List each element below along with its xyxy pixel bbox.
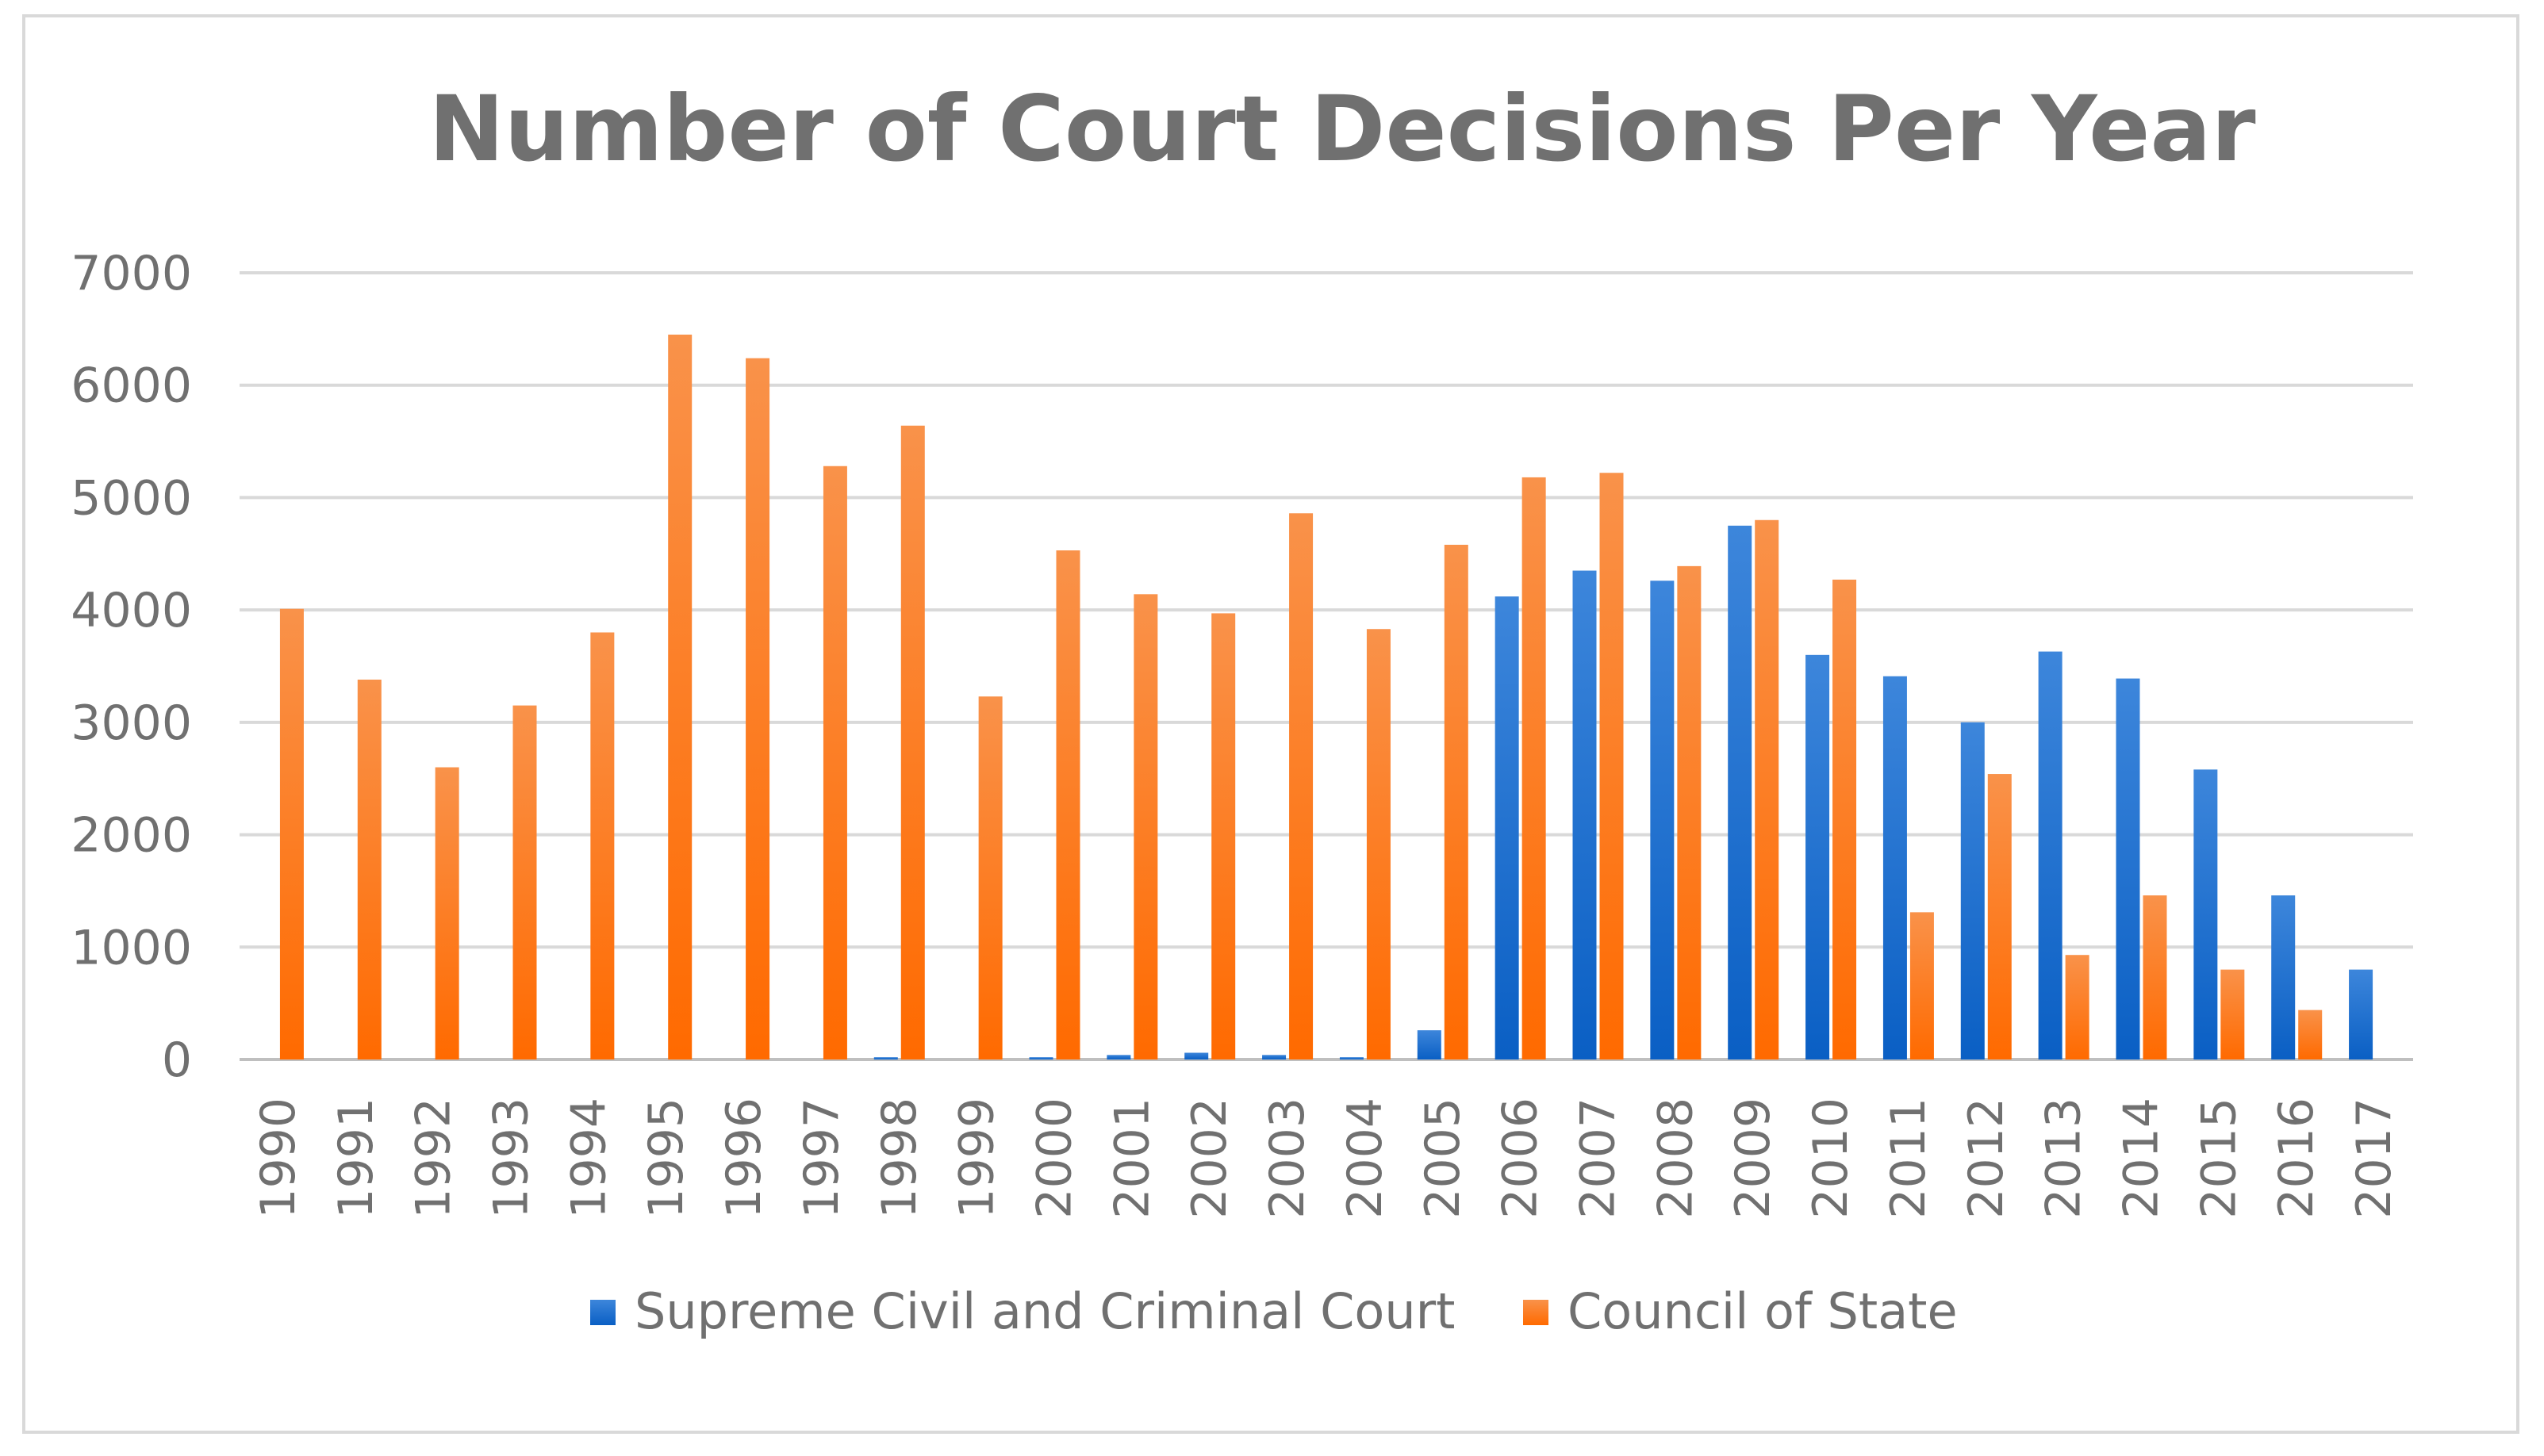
bar-supreme-court	[1339, 1057, 1364, 1059]
bar-supreme-court	[1184, 1052, 1209, 1059]
x-tick-label: 1992	[406, 1098, 462, 1219]
y-axis-ticks: 0 1000 2000 3000 4000 5000 6000 7000	[71, 246, 192, 1088]
x-tick-label: 2002	[1182, 1098, 1237, 1219]
bar-council-of-state	[1599, 473, 1624, 1059]
y-tick-label: 7000	[71, 246, 192, 301]
bar-council-of-state	[668, 334, 693, 1059]
legend-label: Council of State	[1567, 1282, 1958, 1340]
legend-swatch	[1523, 1300, 1548, 1325]
bar-chart: Number of Court Decisions Per Year 0 1000…	[71, 76, 2413, 1340]
bar-council-of-state	[2298, 1010, 2323, 1059]
bar-council-of-state	[279, 608, 304, 1059]
bar-council-of-state	[1211, 613, 1236, 1059]
x-tick-label: 2009	[1725, 1098, 1781, 1219]
x-tick-label: 2006	[1493, 1098, 1548, 1219]
y-tick-label: 5000	[71, 470, 192, 526]
x-tick-label: 2004	[1337, 1098, 1393, 1219]
bar-supreme-court	[873, 1057, 898, 1059]
bar-council-of-state	[978, 696, 1003, 1059]
y-tick-label: 1000	[71, 920, 192, 975]
bar-council-of-state	[1289, 513, 1314, 1059]
bar-supreme-court	[2116, 678, 2140, 1059]
legend-label: Supreme Civil and Criminal Court	[635, 1282, 1455, 1340]
bar-council-of-state	[1987, 774, 2012, 1059]
x-tick-label: 1993	[484, 1098, 539, 1219]
bar-council-of-state	[1755, 519, 1779, 1059]
chart-title: Number of Court Decisions Per Year	[428, 76, 2255, 182]
bar-supreme-court	[1029, 1057, 1053, 1059]
x-tick-label: 2001	[1104, 1098, 1160, 1219]
x-tick-label: 2012	[1959, 1098, 2014, 1219]
bar-supreme-court	[1495, 596, 1519, 1059]
bar-council-of-state	[2220, 969, 2245, 1059]
bar-supreme-court	[2038, 651, 2062, 1059]
x-axis-ticks: 1990 1991 1992 1993 1994 1995 1996 1997 1998 1999…	[251, 1098, 2402, 1219]
x-tick-label: 2017	[2346, 1098, 2402, 1219]
x-tick-label: 1996	[716, 1098, 772, 1219]
x-tick-label: 2015	[2191, 1098, 2247, 1219]
bar-council-of-state	[357, 680, 382, 1059]
x-tick-label: 1999	[950, 1098, 1005, 1219]
legend: Supreme Civil and Criminal Court Council …	[590, 1282, 1958, 1340]
legend-swatch	[590, 1300, 616, 1325]
x-tick-label: 2008	[1648, 1098, 1703, 1219]
x-tick-label: 2003	[1260, 1098, 1315, 1219]
bar-supreme-court	[1262, 1055, 1287, 1059]
x-tick-label: 2016	[2269, 1098, 2324, 1219]
x-tick-label: 2010	[1803, 1098, 1859, 1219]
x-tick-label: 2007	[1571, 1098, 1626, 1219]
bar-supreme-court	[2193, 769, 2218, 1059]
bars	[279, 334, 2373, 1059]
bar-council-of-state	[590, 632, 615, 1059]
bar-council-of-state	[823, 466, 847, 1059]
bar-supreme-court	[1805, 654, 1830, 1059]
x-tick-label: 2014	[2114, 1098, 2170, 1219]
x-tick-label: 1990	[251, 1098, 306, 1219]
x-tick-label: 1995	[639, 1098, 694, 1219]
x-tick-label: 2005	[1415, 1098, 1471, 1219]
bar-council-of-state	[512, 705, 537, 1059]
bar-supreme-court	[1960, 722, 1985, 1059]
bar-council-of-state	[2143, 895, 2167, 1059]
y-tick-label: 6000	[71, 358, 192, 414]
bar-supreme-court	[1107, 1055, 1131, 1059]
bar-council-of-state	[1677, 565, 1702, 1059]
bar-supreme-court	[1728, 525, 1752, 1059]
bar-council-of-state	[1521, 477, 1546, 1059]
bar-council-of-state	[435, 767, 459, 1059]
x-tick-label: 2000	[1027, 1098, 1083, 1219]
x-tick-label: 1997	[794, 1098, 850, 1219]
chart-frame: Number of Court Decisions Per Year 0 1000…	[22, 14, 2519, 1434]
bar-council-of-state	[1056, 550, 1080, 1059]
bar-supreme-court	[1650, 580, 1675, 1059]
y-tick-label: 3000	[71, 695, 192, 751]
bar-supreme-court	[1417, 1030, 1441, 1059]
y-tick-label: 4000	[71, 583, 192, 638]
gridlines	[240, 271, 2413, 1061]
bar-council-of-state	[746, 358, 770, 1059]
bar-supreme-court	[1572, 570, 1597, 1059]
bar-council-of-state	[1366, 629, 1391, 1059]
x-tick-label: 2013	[2036, 1098, 2092, 1219]
bar-supreme-court	[2349, 969, 2373, 1059]
bar-council-of-state	[1832, 579, 1857, 1059]
x-tick-label: 1994	[561, 1098, 616, 1219]
bar-supreme-court	[1882, 676, 1907, 1059]
y-tick-label: 2000	[71, 808, 192, 864]
bar-council-of-state	[1444, 544, 1468, 1059]
x-tick-label: 2011	[1881, 1098, 1936, 1219]
bar-supreme-court	[2271, 895, 2296, 1059]
bar-council-of-state	[1134, 594, 1158, 1059]
bar-council-of-state	[1909, 912, 1934, 1059]
bar-council-of-state	[2065, 955, 2089, 1059]
y-tick-label: 0	[162, 1033, 192, 1088]
x-tick-label: 1998	[872, 1098, 927, 1219]
x-tick-label: 1991	[328, 1098, 384, 1219]
bar-council-of-state	[900, 425, 925, 1059]
